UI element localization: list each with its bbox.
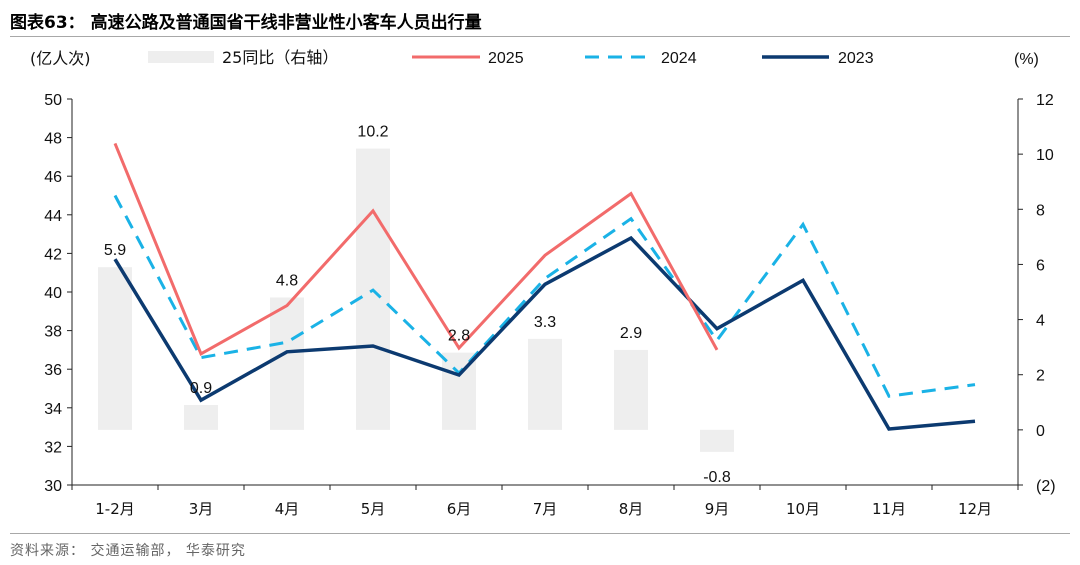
legend-label-2023: 2023 [838, 50, 874, 67]
right-tick-label: 12 [1036, 92, 1054, 109]
bar-value-label: 2.8 [448, 328, 470, 345]
bar-value-label: -0.8 [703, 469, 731, 486]
legend-label-yoy: 25同比（右轴） [222, 48, 338, 67]
left-tick-label: 30 [44, 478, 62, 495]
x-tick-label: 10月 [786, 500, 820, 518]
bar-yoy-1 [98, 267, 132, 430]
x-tick-label: 6月 [447, 500, 472, 518]
bar-value-label: 5.9 [104, 242, 126, 259]
right-tick-label: 4 [1036, 313, 1045, 330]
x-tick-label: 7月 [533, 500, 558, 518]
left-tick-label: 34 [44, 401, 62, 418]
line-series-2024 [113, 194, 976, 398]
right-tick-label: 0 [1036, 423, 1045, 440]
x-tick-label: 9月 [705, 500, 730, 518]
left-tick-label: 32 [44, 439, 62, 456]
left-tick-label: 38 [44, 324, 62, 341]
legend-label-2024: 2024 [661, 50, 697, 67]
lines [113, 142, 976, 431]
right-axis-unit: (%) [1014, 51, 1039, 68]
x-tick-label: 4月 [275, 500, 300, 518]
left-tick-label: 42 [44, 246, 62, 263]
x-tick-label: 1-2月 [95, 500, 135, 518]
title-rule [10, 36, 1070, 37]
bar-value-label: 0.9 [190, 380, 212, 397]
line-series-2025 [113, 142, 719, 356]
right-tick-label: (2) [1036, 478, 1056, 495]
x-tick-label: 12月 [958, 500, 992, 518]
legend: 25同比（右轴） 2025 2024 2023 [148, 48, 874, 67]
left-tick-label: 48 [44, 131, 62, 148]
legend-swatch-yoy [148, 51, 214, 63]
bar-value-label: 10.2 [357, 124, 388, 141]
bar-yoy-6 [528, 338, 562, 430]
source-note: 资料来源： 交通运输部， 华泰研究 [10, 543, 246, 559]
bar-yoy-3 [270, 297, 304, 430]
right-tick-label: 10 [1036, 147, 1054, 164]
bar-yoy-2 [184, 405, 218, 430]
x-tick-label: 8月 [619, 500, 644, 518]
right-tick-label: 6 [1036, 257, 1045, 274]
bar-yoy-7 [614, 349, 648, 430]
labels: 5.9 0.9 4.8 10.2 2.8 3.3 2.9 -0.8 [104, 124, 731, 486]
left-tick-label: 50 [44, 92, 62, 109]
bar-value-label: 4.8 [276, 273, 298, 290]
right-tick-label: 8 [1036, 202, 1045, 219]
legend-label-2025: 2025 [488, 50, 524, 67]
left-tick-label: 44 [44, 208, 62, 225]
left-axis-unit: (亿人次) [30, 49, 91, 68]
bar-value-label: 3.3 [534, 314, 556, 331]
line-series-2023 [113, 235, 976, 431]
left-tick-label: 46 [44, 169, 62, 186]
x-tick-label: 3月 [189, 500, 214, 518]
bar-value-label: 2.9 [620, 325, 642, 342]
x-tick-label: 5月 [361, 500, 386, 518]
right-tick-label: 2 [1036, 368, 1045, 385]
bar-yoy-8 [700, 429, 734, 452]
bars [98, 148, 734, 452]
source-rule [10, 533, 1070, 534]
x-tick-label: 11月 [872, 500, 906, 518]
figure-title: 图表63： 高速公路及普通国省干线非营业性小客车人员出行量 [10, 13, 482, 33]
left-tick-label: 36 [44, 362, 62, 379]
left-tick-label: 40 [44, 285, 62, 302]
